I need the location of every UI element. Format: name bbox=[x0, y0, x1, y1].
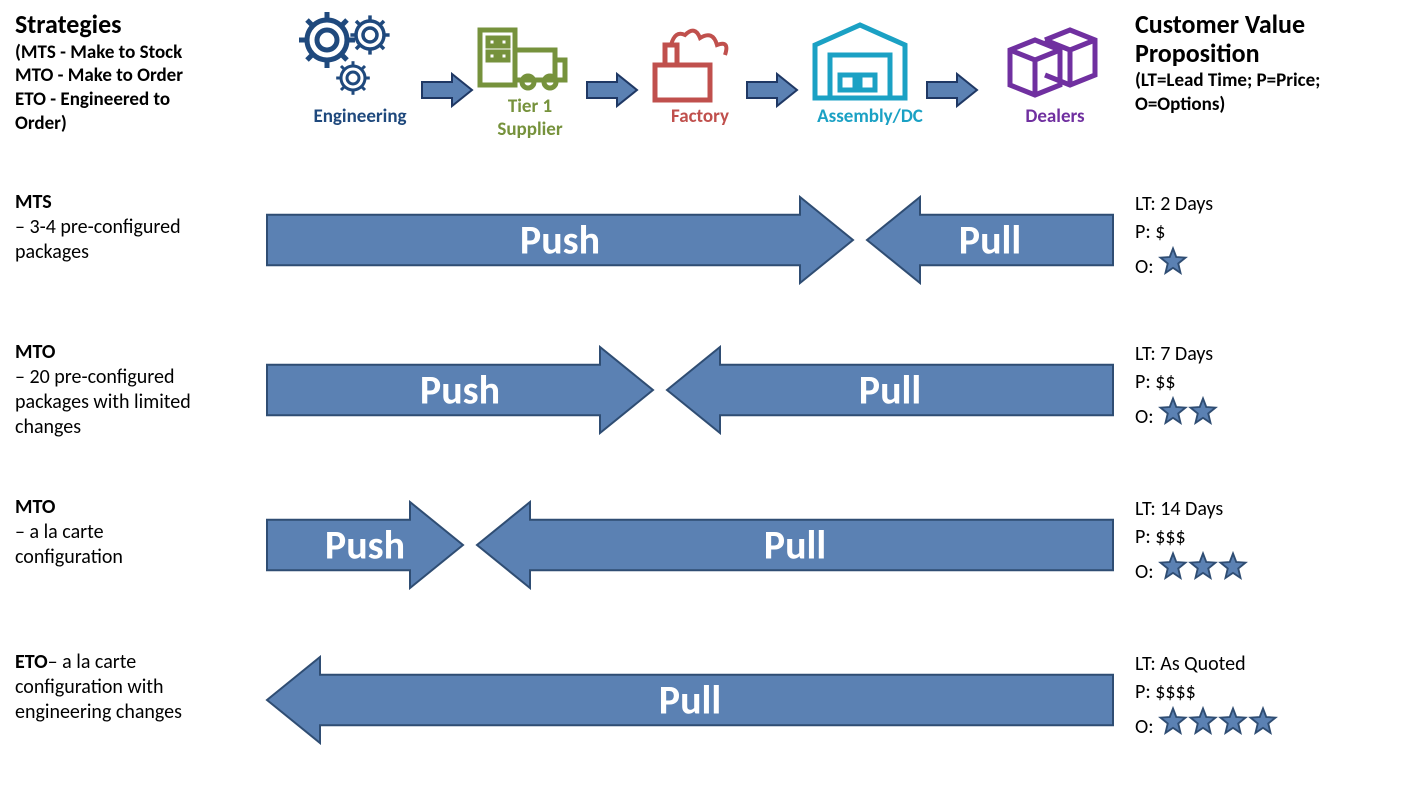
gears-icon bbox=[295, 10, 405, 105]
cvp-title: Customer Value Proposition bbox=[1135, 10, 1415, 67]
cvp-lt: LT: As Quoted bbox=[1135, 650, 1415, 678]
star-icon bbox=[1158, 551, 1188, 581]
flow-arrow-4 bbox=[925, 70, 980, 110]
cvp-block-1: LT: 7 Days P: $$ O: bbox=[1135, 340, 1415, 431]
strategy-label-0: MTS– 3-4 pre-configuredpackages bbox=[15, 190, 255, 265]
pull-arrow-0: Pull bbox=[865, 195, 1115, 285]
strategies-subtitle: (MTS - Make to Stock MTO - Make to Order… bbox=[15, 41, 250, 136]
cvp-header: Customer Value Proposition (LT=Lead Time… bbox=[1135, 10, 1415, 117]
star-icon bbox=[1218, 706, 1248, 736]
cvp-lt: LT: 14 Days bbox=[1135, 495, 1415, 523]
sc-dealers: Dealers bbox=[995, 10, 1115, 128]
strategy-label-3: ETO– a la carteconfiguration withenginee… bbox=[15, 650, 255, 725]
star-icon bbox=[1188, 396, 1218, 426]
sc-engineering: Engineering bbox=[295, 10, 425, 128]
cvp-subtitle: (LT=Lead Time; P=Price; O=Options) bbox=[1135, 69, 1415, 117]
flow-arrow-2 bbox=[585, 70, 640, 110]
cvp-block-2: LT: 14 Days P: $$$ O: bbox=[1135, 495, 1415, 586]
strategy-label-1: MTO– 20 pre-configuredpackages with limi… bbox=[15, 340, 255, 440]
cvp-price: P: $$$$ bbox=[1135, 678, 1415, 706]
cvp-lt: LT: 2 Days bbox=[1135, 190, 1415, 218]
pull-arrow-2: Pull bbox=[475, 500, 1115, 590]
pull-arrow-3: Pull bbox=[265, 655, 1115, 745]
warehouse-truck-icon bbox=[470, 10, 570, 95]
flow-arrow-3 bbox=[745, 70, 800, 110]
warehouse-icon bbox=[805, 10, 915, 105]
strategy-label-2: MTO – a la carteconfiguration bbox=[15, 495, 255, 570]
star-icon bbox=[1248, 706, 1278, 736]
sc-factory: Factory bbox=[645, 10, 755, 128]
boxes-icon bbox=[995, 10, 1105, 105]
star-icon bbox=[1188, 551, 1218, 581]
factory-icon bbox=[645, 10, 745, 105]
cvp-options: O: bbox=[1135, 396, 1415, 431]
cvp-lt: LT: 7 Days bbox=[1135, 340, 1415, 368]
cvp-options: O: bbox=[1135, 246, 1415, 281]
star-icon bbox=[1158, 396, 1188, 426]
cvp-price: P: $$$ bbox=[1135, 523, 1415, 551]
cvp-block-0: LT: 2 Days P: $ O: bbox=[1135, 190, 1415, 281]
cvp-options: O: bbox=[1135, 551, 1415, 586]
push-arrow-1: Push bbox=[265, 345, 655, 435]
push-arrow-0: Push bbox=[265, 195, 855, 285]
cvp-price: P: $ bbox=[1135, 218, 1415, 246]
push-arrow-2: Push bbox=[265, 500, 465, 590]
star-icon bbox=[1188, 706, 1218, 736]
pull-arrow-1: Pull bbox=[665, 345, 1115, 435]
supply-chain-row: Engineering Tier 1Supplier bbox=[295, 10, 1125, 160]
strategies-title: Strategies bbox=[15, 10, 250, 39]
strategies-header: Strategies (MTS - Make to Stock MTO - Ma… bbox=[15, 10, 250, 136]
sc-supplier: Tier 1Supplier bbox=[470, 10, 590, 141]
cvp-options: O: bbox=[1135, 706, 1415, 741]
cvp-price: P: $$ bbox=[1135, 368, 1415, 396]
star-icon bbox=[1158, 706, 1188, 736]
sc-assembly: Assembly/DC bbox=[805, 10, 935, 128]
star-icon bbox=[1158, 246, 1188, 276]
flow-arrow-1 bbox=[420, 70, 475, 110]
cvp-block-3: LT: As Quoted P: $$$$ O: bbox=[1135, 650, 1415, 741]
star-icon bbox=[1218, 551, 1248, 581]
